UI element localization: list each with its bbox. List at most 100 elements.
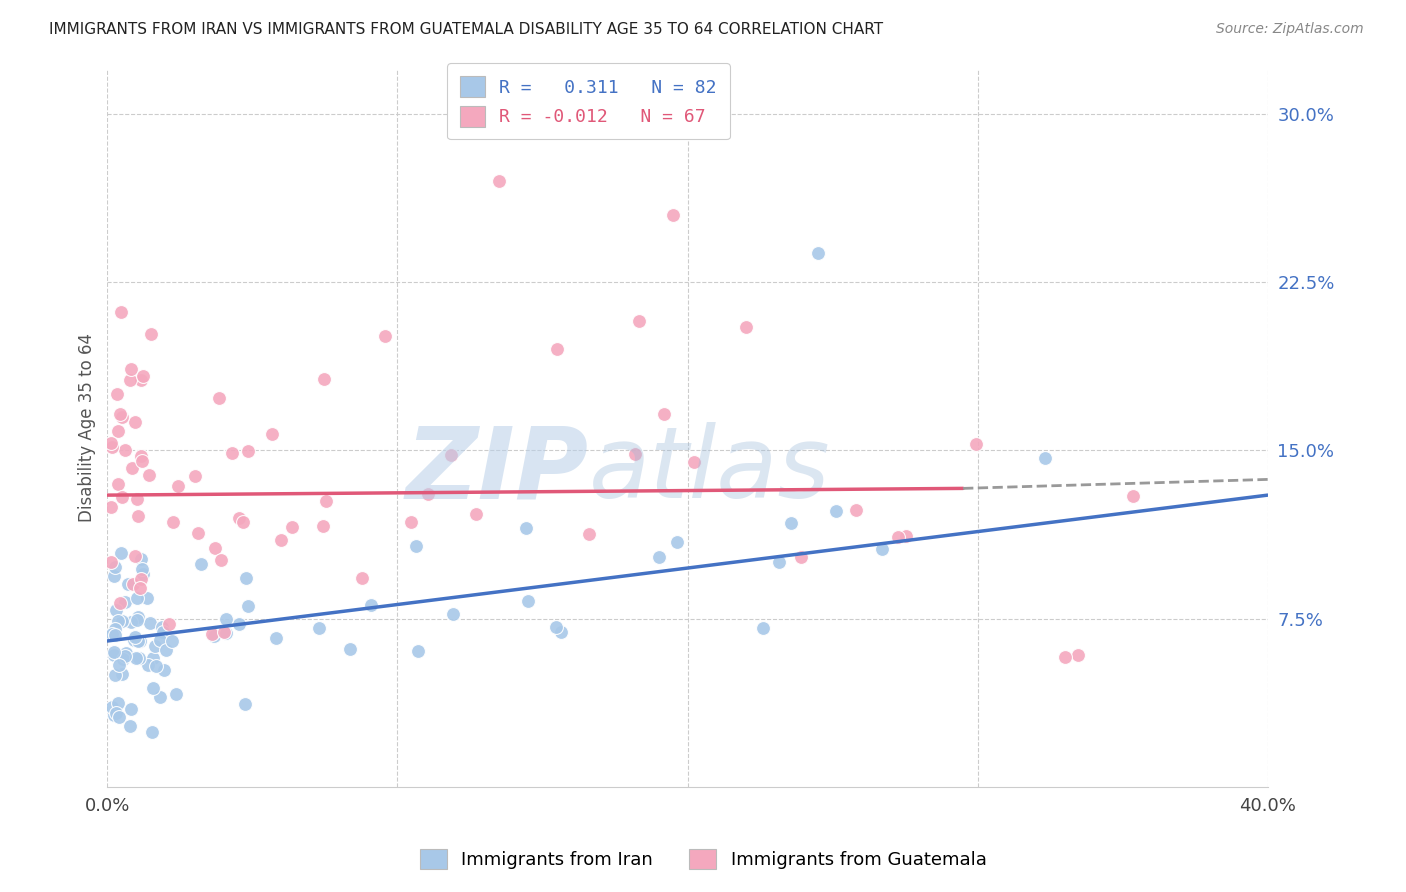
Point: [128, 650, 150, 665]
Point: [208, 391, 231, 405]
Point: [100, 699, 122, 714]
Point: [107, 710, 129, 724]
Point: [127, 634, 149, 648]
Point: [374, 329, 396, 343]
Point: [111, 491, 134, 505]
Point: [107, 477, 129, 491]
Point: [103, 645, 125, 659]
Point: [215, 612, 238, 626]
Point: [1122, 489, 1144, 503]
Point: [104, 628, 127, 642]
Point: [142, 651, 165, 665]
Point: [1033, 450, 1056, 465]
Point: [100, 555, 122, 569]
Point: [101, 440, 124, 454]
Point: [120, 719, 142, 733]
Point: [546, 343, 568, 357]
Point: [129, 552, 152, 566]
Text: atlas: atlas: [589, 423, 831, 519]
Point: [790, 549, 813, 564]
Text: ZIP: ZIP: [406, 423, 589, 519]
Point: [129, 634, 152, 648]
Point: [114, 649, 136, 664]
Point: [779, 516, 801, 531]
Point: [108, 596, 131, 610]
Point: [232, 515, 254, 529]
Point: [352, 571, 374, 585]
Point: [131, 373, 153, 387]
Point: [110, 407, 132, 421]
Point: [312, 372, 335, 386]
Point: [127, 508, 149, 523]
Point: [100, 500, 122, 515]
Point: [624, 447, 647, 461]
Point: [155, 643, 177, 657]
Point: [124, 630, 146, 644]
Point: [966, 436, 988, 450]
Point: [167, 479, 190, 493]
Point: [100, 436, 122, 450]
Point: [262, 426, 284, 441]
Point: [652, 407, 675, 421]
Point: [160, 633, 183, 648]
Point: [149, 690, 172, 704]
Point: [125, 651, 148, 665]
Legend: Immigrants from Iran, Immigrants from Guatemala: Immigrants from Iran, Immigrants from Gu…: [411, 839, 995, 879]
Point: [127, 591, 149, 606]
Point: [894, 529, 917, 543]
Point: [103, 648, 125, 662]
Point: [768, 555, 790, 569]
Point: [139, 616, 162, 631]
Point: [131, 562, 153, 576]
Point: [202, 630, 225, 644]
Point: [209, 553, 232, 567]
Point: [110, 304, 132, 318]
Point: [662, 208, 685, 222]
Point: [488, 174, 510, 188]
Point: [150, 620, 173, 634]
Point: [121, 461, 143, 475]
Point: [308, 621, 330, 635]
Point: [807, 245, 830, 260]
Point: [136, 591, 159, 605]
Point: [104, 622, 127, 636]
Point: [132, 566, 155, 581]
Point: [120, 702, 142, 716]
Point: [515, 521, 537, 535]
Point: [734, 319, 756, 334]
Point: [683, 455, 706, 469]
Point: [416, 487, 439, 501]
Point: [107, 696, 129, 710]
Point: [125, 613, 148, 627]
Point: [187, 526, 209, 541]
Point: [141, 725, 163, 739]
Text: Source: ZipAtlas.com: Source: ZipAtlas.com: [1216, 22, 1364, 37]
Point: [440, 448, 463, 462]
Point: [162, 515, 184, 529]
Point: [104, 603, 127, 617]
Point: [281, 520, 304, 534]
Point: [578, 527, 600, 541]
Point: [142, 681, 165, 695]
Point: [118, 373, 141, 387]
Point: [111, 614, 134, 628]
Point: [204, 541, 226, 555]
Point: [401, 516, 423, 530]
Point: [1067, 648, 1090, 663]
Point: [825, 503, 848, 517]
Point: [124, 415, 146, 429]
Point: [165, 687, 187, 701]
Point: [101, 627, 124, 641]
Point: [138, 467, 160, 482]
Point: [110, 546, 132, 560]
Point: [139, 326, 162, 341]
Point: [108, 658, 131, 673]
Point: [233, 697, 256, 711]
Point: [152, 624, 174, 639]
Point: [107, 614, 129, 628]
Point: [131, 454, 153, 468]
Point: [128, 581, 150, 595]
Point: [264, 631, 287, 645]
Point: [408, 644, 430, 658]
Point: [111, 652, 134, 666]
